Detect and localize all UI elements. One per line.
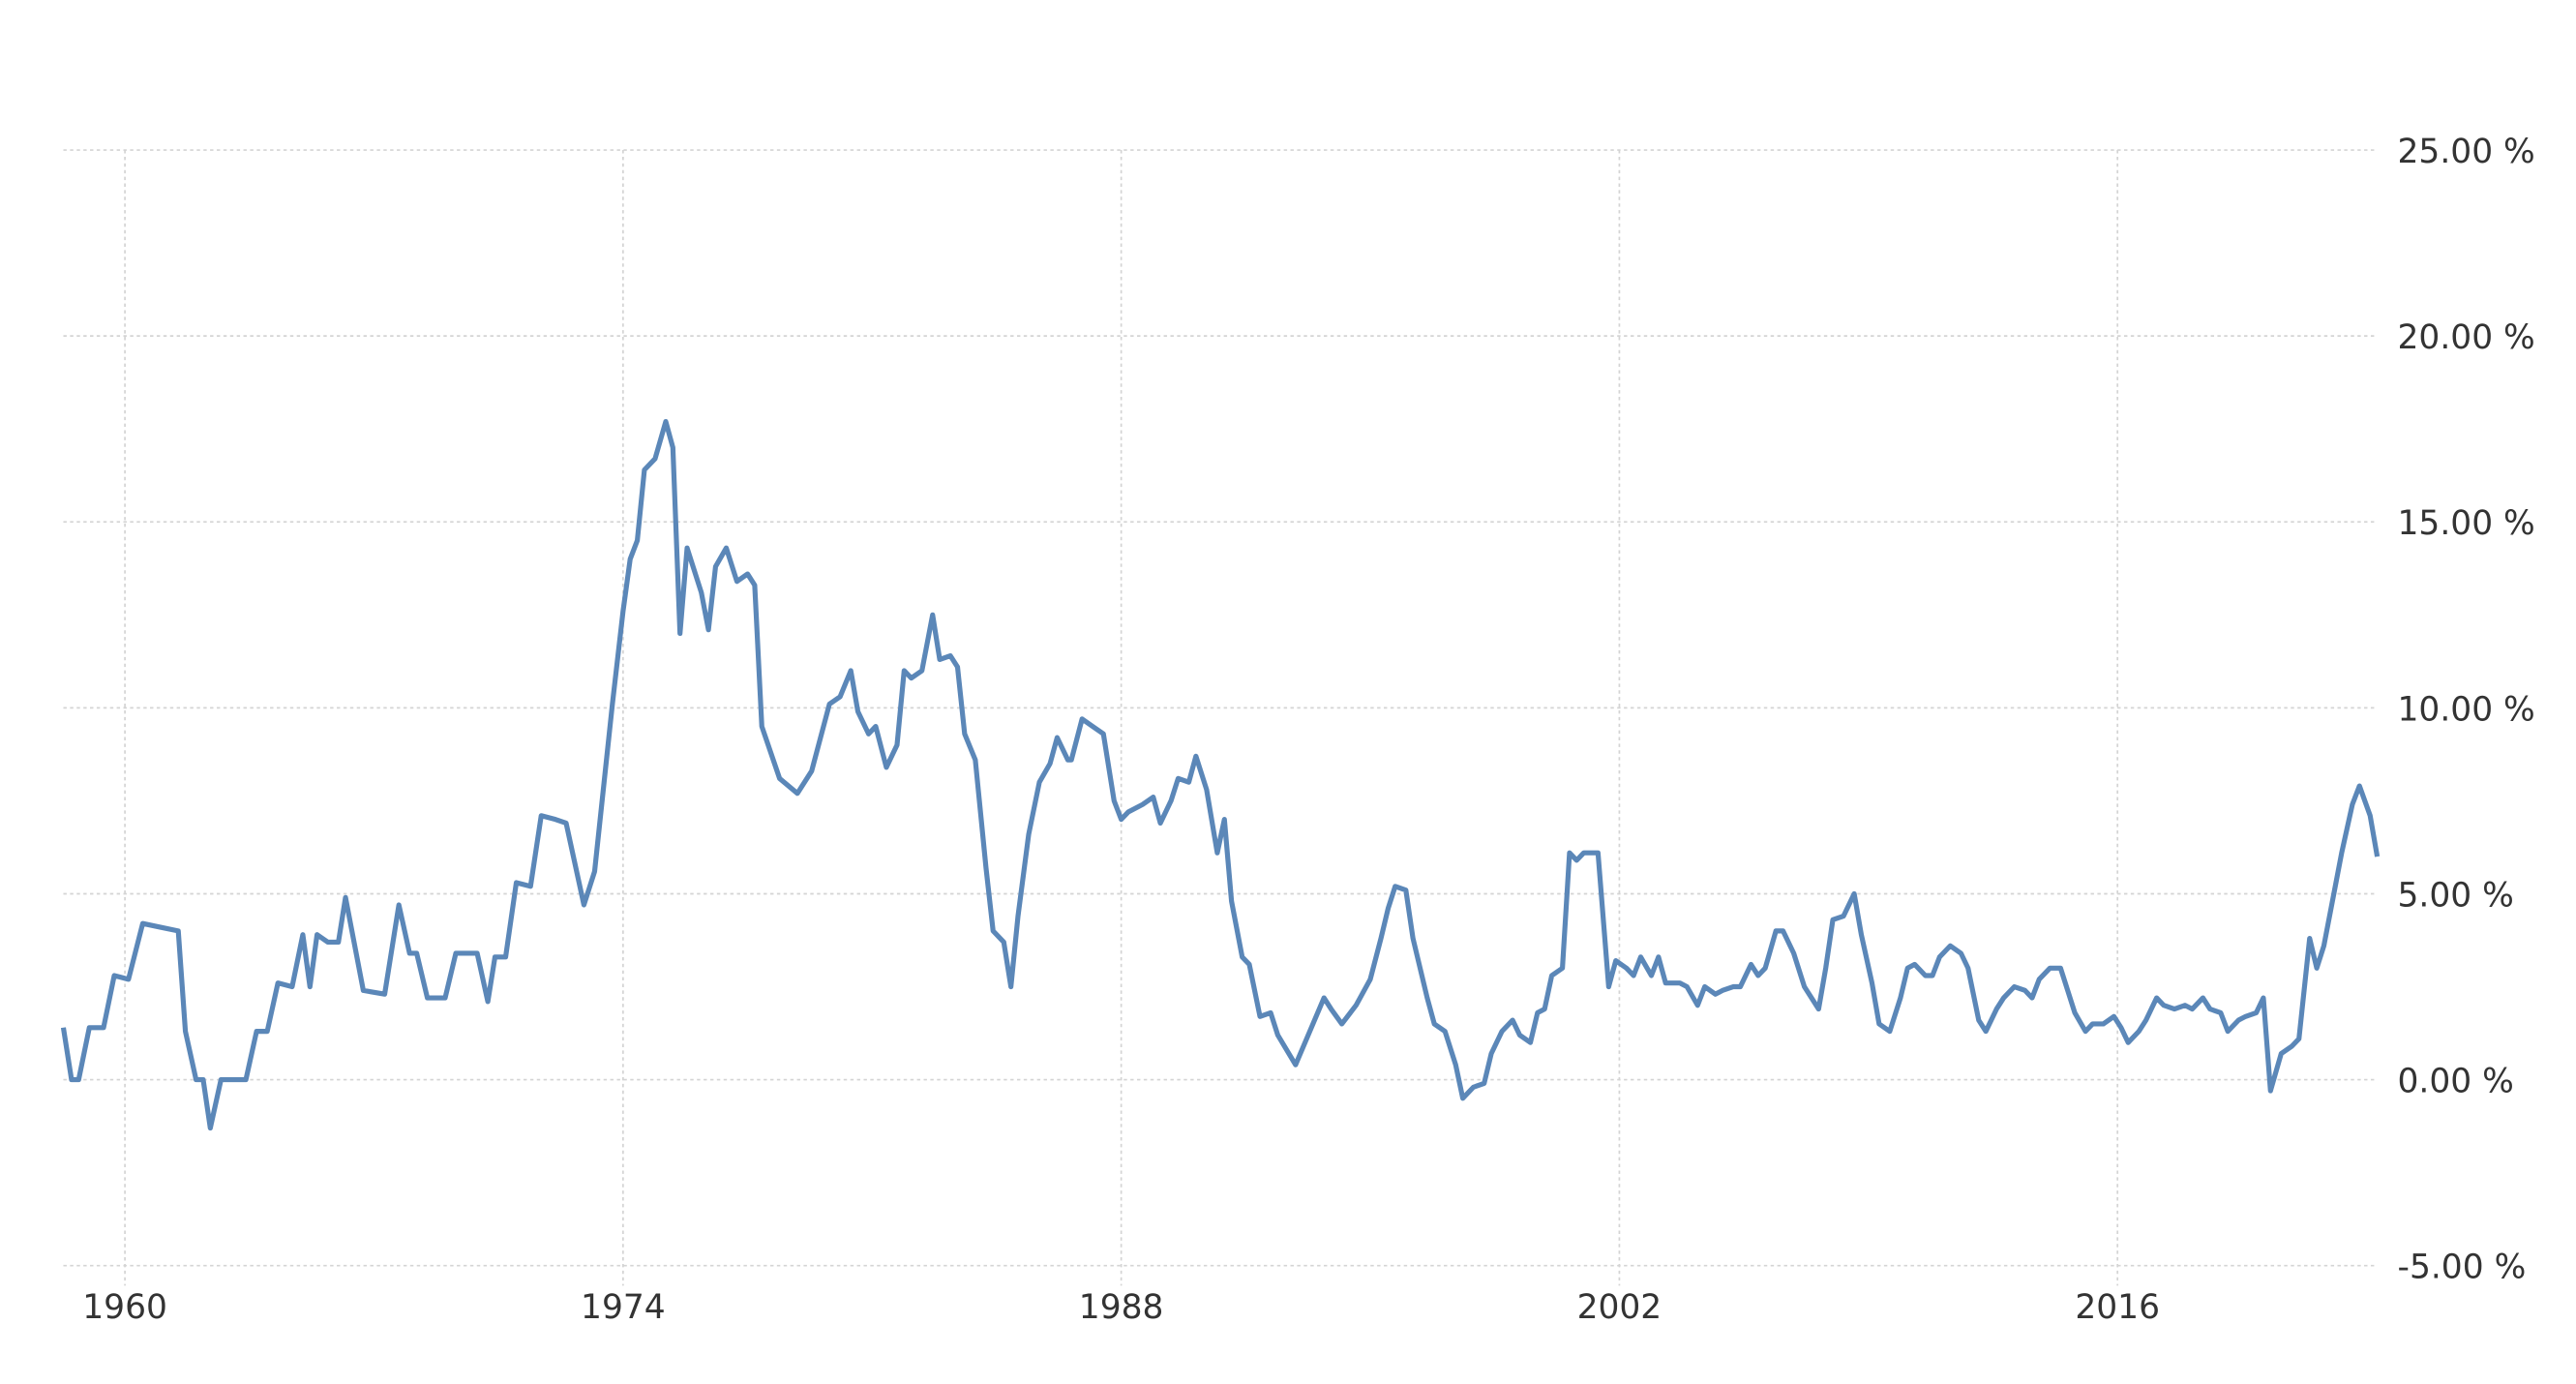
x-tick-label: 2016 (2075, 1288, 2160, 1327)
x-tick-label: 2002 (1577, 1288, 1662, 1327)
x-tick-label: 1988 (1079, 1288, 1164, 1327)
y-tick-label: 20.00 % (2398, 318, 2535, 357)
y-tick-label: 10.00 % (2398, 690, 2535, 729)
y-tick-label: 0.00 % (2398, 1063, 2514, 1101)
y-tick-label: -5.00 % (2398, 1249, 2527, 1287)
y-tick-label: 15.00 % (2398, 504, 2535, 543)
x-tick-label: 1974 (581, 1288, 666, 1327)
y-tick-label: 5.00 % (2398, 876, 2514, 915)
y-tick-label: 25.00 % (2398, 133, 2535, 171)
data-line (60, 418, 2381, 1131)
x-tick-label: 1960 (82, 1288, 167, 1327)
